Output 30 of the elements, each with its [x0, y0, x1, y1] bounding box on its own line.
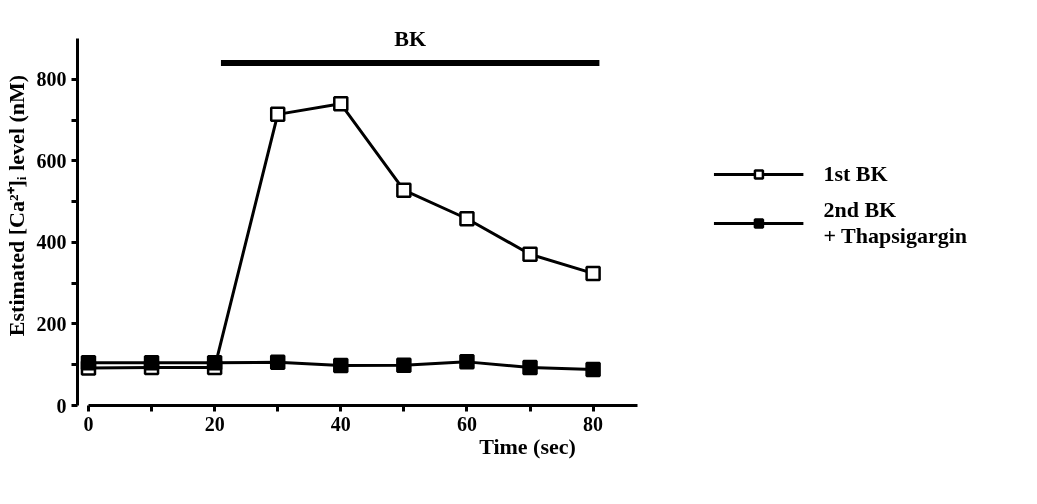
point — [396, 182, 412, 198]
x-tick-label: 40 — [330, 412, 351, 435]
x-axis-title: Time (sec) — [479, 433, 576, 459]
point — [459, 354, 475, 370]
x-tick-label: 20 — [204, 412, 225, 435]
y-tick-label: 800 — [36, 68, 67, 91]
point — [585, 361, 601, 378]
y-tick-label: 600 — [36, 149, 67, 172]
point — [269, 106, 286, 123]
legend-label: 2nd BK + Thapsigargin — [823, 197, 967, 249]
point — [333, 357, 349, 374]
point — [396, 357, 412, 373]
point — [522, 359, 538, 376]
point — [269, 354, 286, 371]
x-tick-label: 0 — [83, 412, 94, 435]
point — [206, 354, 223, 371]
legend-label: 1st BK — [823, 161, 888, 187]
point — [459, 211, 475, 227]
point — [585, 265, 601, 282]
annotation: BK — [394, 25, 427, 51]
y-tick-label: 400 — [36, 231, 67, 254]
y-tick-label: 200 — [36, 312, 67, 335]
x-tick-label: 80 — [583, 412, 604, 435]
point — [522, 246, 538, 262]
point — [80, 354, 97, 371]
x-tick-label: 60 — [456, 412, 477, 435]
point — [333, 96, 349, 112]
y-axis-title: Estimated [Ca²⁺]ᵢ level (nM) — [3, 74, 29, 337]
point — [143, 354, 160, 371]
y-tick-label: 0 — [56, 394, 67, 417]
